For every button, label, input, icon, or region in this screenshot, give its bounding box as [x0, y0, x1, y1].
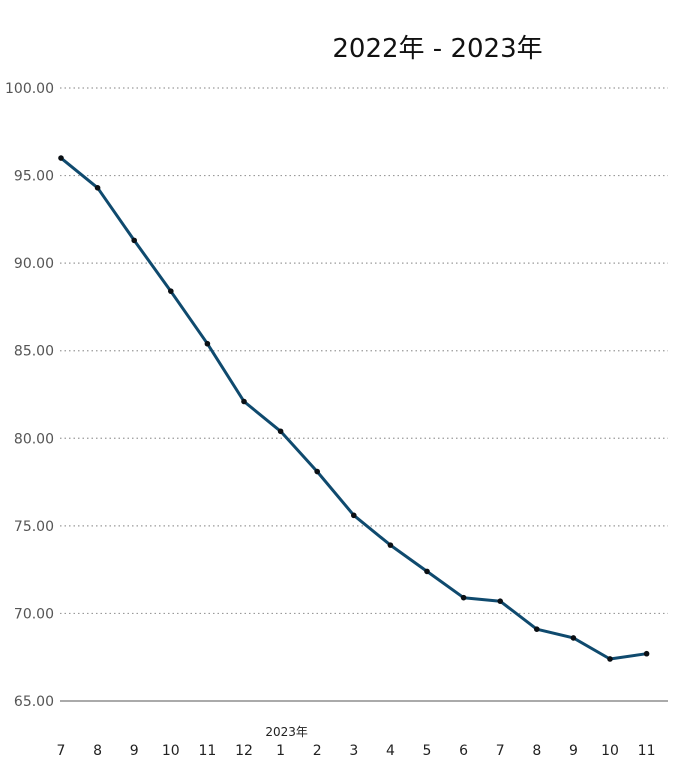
x-tick-label: 4 [386, 743, 395, 759]
data-point [643, 650, 650, 657]
y-tick-label: 95.00 [14, 169, 54, 185]
x-tick-label: 5 [423, 743, 432, 759]
y-tick-label: 70.00 [14, 606, 54, 622]
data-point [204, 340, 211, 347]
x-tick-label: 8 [532, 743, 541, 759]
data-point [94, 185, 101, 191]
data-point [241, 398, 247, 405]
data-point [58, 155, 64, 161]
x-tick-label: 10 [162, 743, 180, 759]
x-tick-label: 7 [57, 743, 66, 759]
data-point [351, 512, 357, 519]
series-points [58, 155, 650, 662]
data-point [570, 635, 577, 641]
y-tick-label: 75.00 [14, 519, 54, 535]
y-tick-label: 80.00 [14, 431, 54, 447]
x-tick-label: 10 [601, 743, 619, 759]
x-tick-label: 11 [198, 743, 216, 759]
x-tick-label: 2 [313, 743, 322, 759]
data-point [607, 656, 613, 662]
x-tick-label: 6 [459, 743, 468, 759]
data-point [277, 428, 284, 435]
x-tick-label: 1 [276, 743, 285, 759]
x-tick-label: 3 [349, 743, 358, 759]
data-point [314, 468, 321, 475]
x-tick-label: 9 [130, 743, 139, 759]
data-point [497, 598, 504, 604]
x-tick-label: 7 [496, 743, 505, 759]
data-point [131, 237, 137, 244]
data-point [424, 568, 430, 575]
y-axis-ticks: 65.00 70.00 75.00 80.00 85.00 90.00 95.00 100.0… [5, 81, 54, 710]
y-tick-label: 85.00 [14, 344, 54, 360]
grid-lines [60, 87, 668, 702]
year-label: 2023年 [265, 725, 308, 739]
y-tick-label: 65.00 [14, 694, 54, 710]
y-tick-label: 100.00 [5, 81, 54, 97]
x-tick-label: 8 [93, 743, 102, 759]
x-tick-label: 12 [235, 743, 253, 759]
y-tick-label: 90.00 [14, 256, 54, 272]
series-line-path [60, 156, 647, 661]
series-line [60, 156, 647, 661]
x-tick-label: 9 [569, 743, 578, 759]
data-point [387, 542, 394, 548]
data-point [534, 626, 540, 632]
x-tick-label: 11 [638, 743, 656, 759]
data-point [460, 594, 467, 601]
data-point [168, 288, 174, 294]
chart-title: 2022年 - 2023年 [332, 34, 543, 64]
